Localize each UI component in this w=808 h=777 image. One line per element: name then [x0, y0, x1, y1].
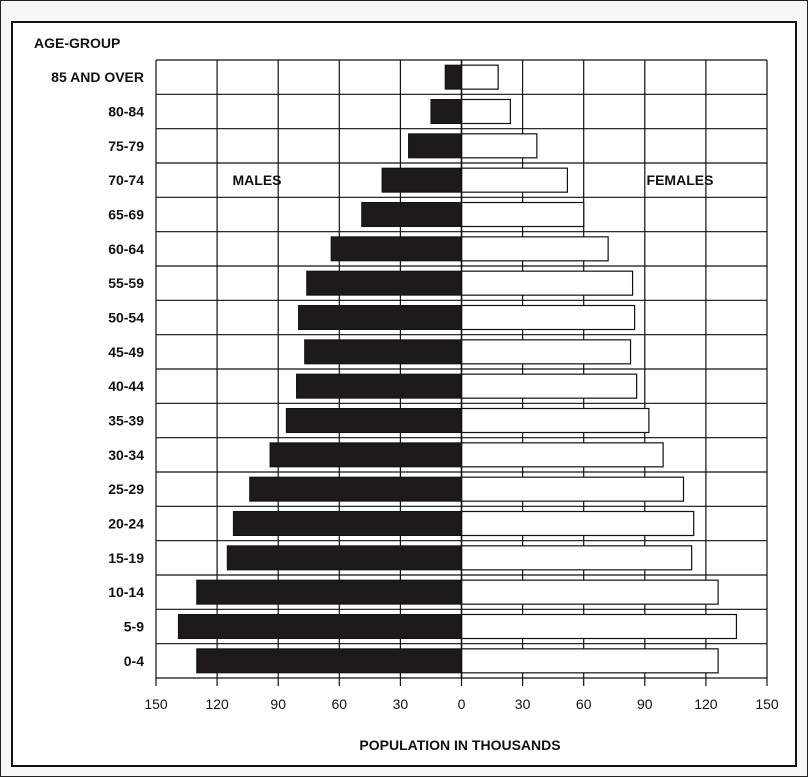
male-bar: [361, 202, 463, 227]
male-bar: [381, 167, 463, 193]
category-tick-label: 0-4: [124, 653, 144, 669]
female-bar: [460, 613, 738, 640]
x-tick-label: 90: [637, 696, 653, 712]
female-bar: [460, 236, 609, 262]
category-tick-label: 40-44: [108, 378, 144, 394]
male-bar: [196, 579, 462, 605]
male-bar: [249, 476, 462, 502]
female-bar: [460, 98, 511, 125]
plot-area: [155, 59, 768, 686]
category-tick-label: 45-49: [108, 344, 144, 360]
female-bar: [460, 579, 719, 605]
x-axis-label: POPULATION IN THOUSANDS: [359, 737, 560, 753]
category-tick-label: 80-84: [108, 104, 144, 120]
female-bar: [460, 373, 638, 399]
female-bar: [460, 167, 569, 193]
female-series-label: FEMALES: [647, 172, 714, 188]
category-tick-label: 20-24: [108, 516, 144, 532]
female-bar: [460, 304, 636, 331]
male-bar: [306, 270, 463, 296]
male-bar: [304, 339, 462, 365]
female-bar: [460, 545, 693, 571]
male-bar: [285, 408, 463, 433]
male-bar: [408, 133, 462, 159]
female-bar: [460, 133, 538, 159]
female-bar: [460, 476, 685, 502]
x-tick-label: 90: [270, 696, 286, 712]
category-tick-label: 65-69: [108, 207, 144, 223]
category-tick-label: 75-79: [108, 138, 144, 154]
category-tick-label: 30-34: [108, 447, 144, 463]
x-tick-label: 150: [755, 696, 779, 712]
female-bar: [460, 201, 585, 228]
male-bar: [298, 305, 463, 330]
x-tick-label: 60: [332, 696, 348, 712]
female-bar: [460, 407, 650, 434]
category-tick-label: 10-14: [108, 584, 144, 600]
male-bar: [330, 236, 462, 262]
category-tick-label: 55-59: [108, 275, 144, 291]
x-tick-label: 30: [393, 696, 409, 712]
male-bar: [226, 545, 462, 571]
female-bar: [460, 64, 499, 90]
age-group-axis-label: AGE-GROUP: [34, 35, 120, 51]
category-tick-label: 70-74: [108, 172, 144, 188]
male-bar: [177, 614, 463, 639]
x-tick-label: 120: [694, 696, 718, 712]
category-tick-label: 5-9: [124, 619, 144, 635]
category-tick-label: 50-54: [108, 310, 144, 326]
x-tick-label: 0: [458, 696, 466, 712]
male-series-label: MALES: [233, 172, 282, 188]
female-bar: [460, 270, 634, 296]
male-bar: [232, 511, 462, 536]
category-tick-label: 25-29: [108, 481, 144, 497]
male-bar: [196, 648, 462, 674]
male-bar: [296, 373, 462, 399]
x-tick-label: 120: [205, 696, 229, 712]
female-bar: [460, 339, 632, 365]
category-tick-label: 35-39: [108, 413, 144, 429]
male-bar: [269, 442, 463, 468]
category-tick-label: 60-64: [108, 241, 144, 257]
x-tick-label: 150: [144, 696, 168, 712]
category-tick-label: 15-19: [108, 550, 144, 566]
male-bar: [430, 99, 463, 124]
female-bar: [460, 510, 695, 537]
x-tick-label: 60: [576, 696, 592, 712]
female-bar: [460, 648, 719, 674]
male-bar: [444, 64, 462, 90]
female-bar: [460, 442, 664, 468]
category-tick-label: 85 AND OVER: [51, 69, 144, 85]
x-tick-label: 30: [515, 696, 531, 712]
